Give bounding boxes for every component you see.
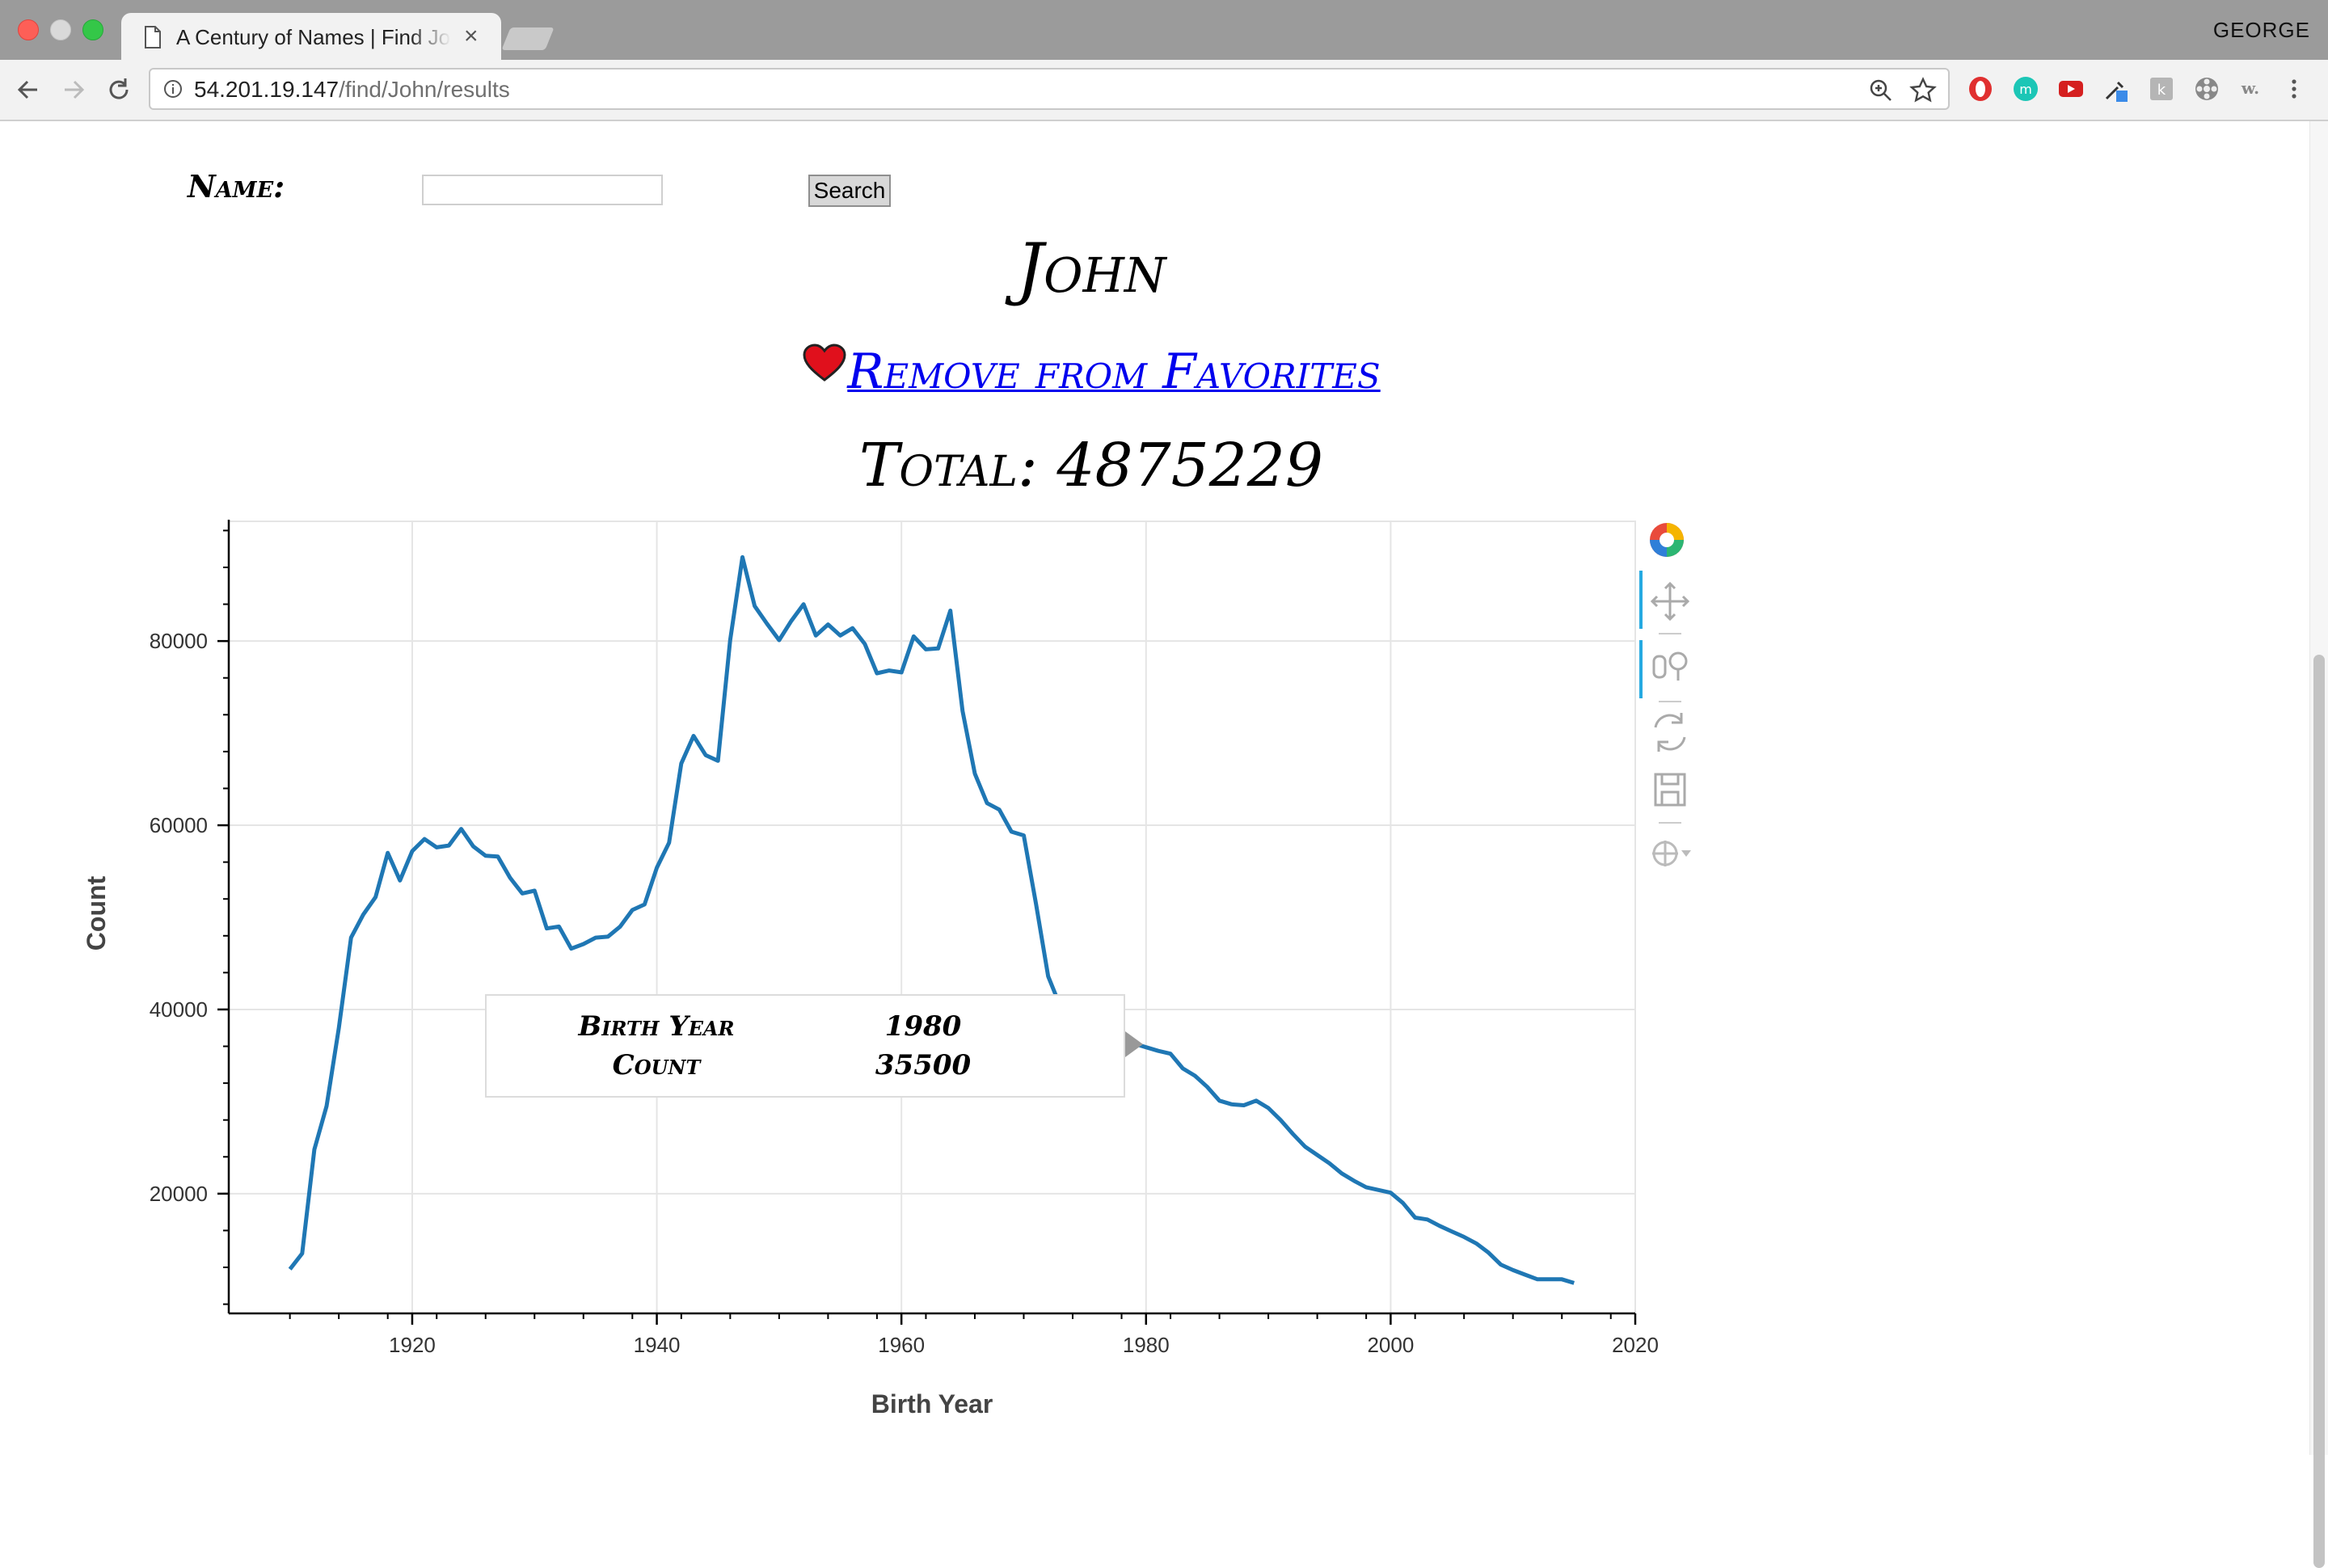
search-button[interactable]: Search (808, 175, 891, 207)
browser-titlebar: A Century of Names | Find John × GEORGE (0, 0, 2328, 60)
tooltip-value-birth-year: 1980 (884, 1010, 962, 1043)
wheel-zoom-tool-icon[interactable] (1652, 651, 1688, 681)
profile-name[interactable]: GEORGE (2212, 18, 2310, 42)
reset-tool-icon[interactable] (1654, 713, 1686, 752)
y-tick-label: 40000 (150, 997, 208, 1022)
chart-grid (229, 521, 1636, 1313)
opera-extension-icon[interactable] (1966, 74, 1995, 103)
name-count-chart[interactable]: 1920 1940 1960 1980 2000 2020 20000 40000 60000 8… (0, 501, 1778, 1455)
eyedropper-extension-icon[interactable] (2102, 74, 2131, 103)
name-input[interactable] (422, 175, 663, 205)
address-bar[interactable]: 54.201.19.147/find/John/results (149, 68, 1950, 110)
x-tick-label: 2020 (1612, 1333, 1659, 1357)
tooltip-key-birth-year: Birth Year (578, 1010, 735, 1043)
svg-text:k: k (2157, 82, 2166, 99)
total-label: Total: (859, 431, 1038, 500)
zoom-icon[interactable] (1869, 78, 1893, 103)
bookmark-star-icon[interactable] (1909, 77, 1937, 104)
w-extension-icon[interactable]: w. (2237, 74, 2267, 103)
page-content (0, 121, 2328, 1455)
tooltip-arrow (1125, 1031, 1143, 1057)
save-tool-icon[interactable] (1654, 773, 1686, 807)
bokeh-logo-icon[interactable] (1650, 523, 1684, 557)
tab-close-icon[interactable]: × (464, 23, 479, 49)
active-tool-indicator-pan (1639, 571, 1643, 629)
remove-from-favorites-link[interactable]: Remove from Favorites (847, 344, 1381, 400)
film-reel-extension-icon[interactable] (2192, 74, 2221, 103)
plot-frame (228, 521, 1636, 1314)
name-label: Name: (188, 168, 285, 204)
url-text[interactable]: 54.201.19.147/find/John/results (194, 77, 510, 103)
browser-menu-icon[interactable] (2284, 74, 2304, 103)
browser-toolbar: 54.201.19.147/find/John/results m k w. (0, 60, 2328, 121)
pan-tool-icon[interactable] (1650, 581, 1690, 622)
x-tick-label: 1920 (389, 1333, 436, 1357)
reload-icon[interactable] (103, 74, 134, 105)
series-line-count[interactable] (288, 554, 1575, 1285)
tooltip-value-count: 35500 (875, 1049, 972, 1081)
url-path: /find/John/results (339, 77, 510, 102)
back-arrow-icon[interactable] (13, 74, 44, 105)
url-host: 54.201.19.147 (194, 77, 340, 102)
scrollbar-thumb[interactable] (2313, 655, 2325, 1568)
heart-icon (803, 344, 846, 381)
svg-text:m: m (2019, 82, 2032, 97)
scrollbar-track[interactable] (2309, 121, 2328, 1568)
total-value: 4875229 (1056, 431, 1323, 500)
m-extension-icon[interactable]: m (2011, 74, 2040, 103)
svg-text:w.: w. (2241, 78, 2259, 98)
hover-inspect-tool-icon[interactable] (1652, 841, 1691, 866)
y-tick-label: 20000 (150, 1182, 208, 1206)
info-icon[interactable] (163, 79, 183, 99)
total-count: Total: 4875229 (0, 427, 2182, 504)
active-tool-indicator-wheel (1639, 640, 1643, 698)
k-extension-icon[interactable]: k (2147, 74, 2176, 103)
window-minimize-button[interactable] (50, 19, 71, 40)
y-tick-label: 80000 (150, 629, 208, 653)
hover-tooltip: Birth Year 1980 Count 35500 (485, 994, 1125, 1098)
x-tick-label: 2000 (1367, 1333, 1414, 1357)
browser-tab[interactable]: A Century of Names | Find John × (121, 13, 501, 60)
favorite-row: Remove from Favorites (0, 339, 2182, 404)
window-maximize-button[interactable] (82, 19, 103, 40)
tooltip-key-count: Count (612, 1049, 701, 1081)
chart-axes (217, 520, 1637, 1325)
window-close-button[interactable] (18, 19, 39, 40)
x-axis-title: Birth Year (871, 1389, 993, 1418)
y-axis-title: Count (82, 875, 111, 950)
forward-arrow-icon[interactable] (58, 74, 89, 105)
tick-labels: 1920 1940 1960 1980 2000 2020 20000 40000 60000 8… (150, 629, 1659, 1357)
x-tick-label: 1980 (1123, 1333, 1170, 1357)
tab-title: A Century of Names | Find John (176, 25, 451, 49)
person-name-heading: John (1016, 229, 1166, 308)
x-tick-label: 1940 (634, 1333, 681, 1357)
new-tab-button[interactable] (501, 27, 555, 50)
page-icon (145, 26, 161, 48)
youtube-extension-icon[interactable] (2056, 74, 2086, 103)
chart-toolbar (1639, 523, 1691, 866)
x-tick-label: 1960 (878, 1333, 925, 1357)
y-tick-label: 60000 (150, 813, 208, 837)
